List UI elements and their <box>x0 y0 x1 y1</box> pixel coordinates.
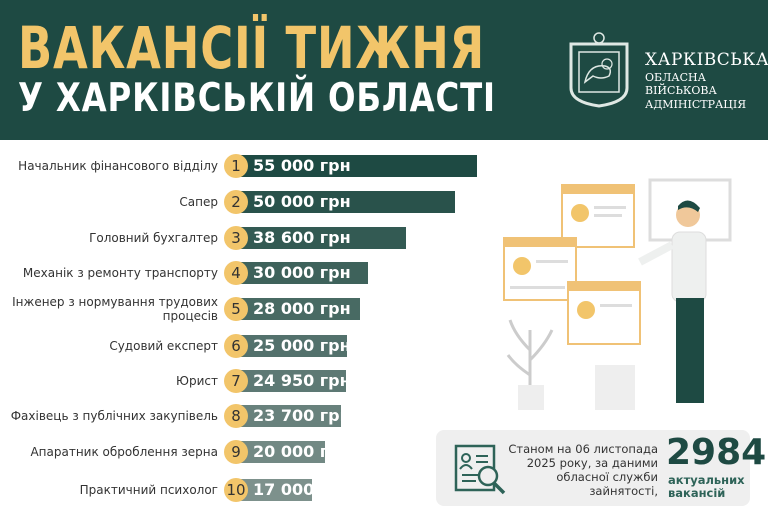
org-name: ХАРКІВСЬКА ОБЛАСНА ВІЙСЬКОВА АДМІНІСТРАЦ… <box>645 50 768 111</box>
job-title: Начальник фінансового відділу <box>18 159 218 173</box>
bar-row: Інженер з нормування трудових процесів 5… <box>0 295 480 323</box>
rank-badge: 4 <box>224 261 248 285</box>
rank-badge: 8 <box>224 404 248 428</box>
vacancy-count: 2984 <box>666 432 767 473</box>
salary-label: 50 000 грн <box>253 192 351 211</box>
job-title: Інженер з нормування трудових процесів <box>12 295 218 323</box>
page-subtitle: У ХАРКІВСЬКІЙ ОБЛАСТІ <box>18 76 496 121</box>
recruiter-illustration <box>503 178 732 410</box>
salary-label: 17 000 грн <box>253 480 351 499</box>
salary-bar <box>238 441 325 463</box>
salary-label: 23 700 грн <box>253 406 351 425</box>
candidate-card-icon <box>561 184 635 248</box>
rank-badge: 7 <box>224 369 248 393</box>
salary-bar <box>238 370 347 392</box>
rank-badge: 5 <box>224 297 248 321</box>
salary-label: 28 000 грн <box>253 299 351 318</box>
bar-row: Головний бухгалтер 3 38 600 грн <box>0 226 480 250</box>
bar-row: Начальник фінансового відділу 1 55 000 г… <box>0 154 480 178</box>
bar-row: Судовий експерт 6 25 000 грн <box>0 334 480 358</box>
job-title: Механік з ремонту транспорту <box>22 266 218 280</box>
info-text: Станом на 06 листопада 2025 року, за дан… <box>508 442 658 498</box>
salary-bar <box>238 335 347 357</box>
salary-bar <box>238 191 456 213</box>
org-name-line1: ХАРКІВСЬКА <box>645 50 768 70</box>
org-name-line2: ОБЛАСНА ВІЙСЬКОВА <box>645 71 717 97</box>
summary-box: Станом на 06 листопада 2025 року, за дан… <box>436 430 766 506</box>
rank-badge: 1 <box>224 154 248 178</box>
salary-bar <box>238 227 406 249</box>
salary-bar <box>238 298 360 320</box>
bar-row: Апаратник оброблення зерна 9 20 000 грн <box>0 440 480 464</box>
job-title: Апаратник оброблення зерна <box>30 445 218 459</box>
coat-of-arms-logo <box>569 32 629 108</box>
candidate-card-icon <box>503 237 577 301</box>
job-title: Сапер <box>179 195 218 209</box>
job-title: Практичний психолог <box>79 483 218 497</box>
salary-bar <box>238 155 477 177</box>
salary-label: 24 950 грн <box>253 371 351 390</box>
bar-row: Механік з ремонту транспорту 4 30 000 гр… <box>0 261 480 285</box>
job-title: Судовий експерт <box>109 339 218 353</box>
salary-bar <box>238 262 369 284</box>
bar-row: Фахівець з публічних закупівель 8 23 700… <box>0 404 480 428</box>
bar-row: Сапер 2 50 000 грн <box>0 190 480 214</box>
bar-row: Юрист 7 24 950 грн <box>0 369 480 393</box>
salary-bar-chart: Начальник фінансового відділу 1 55 000 г… <box>0 150 480 520</box>
rank-badge: 3 <box>224 226 248 250</box>
page-title: ВАКАНСІЇ ТИЖНЯ <box>18 14 486 82</box>
resume-search-icon <box>454 444 506 495</box>
salary-bar <box>238 479 312 501</box>
header: ВАКАНСІЇ ТИЖНЯ У ХАРКІВСЬКІЙ ОБЛАСТІ ХАР… <box>0 0 768 140</box>
job-title: Фахівець з публічних закупівель <box>10 409 218 423</box>
rank-badge: 10 <box>224 478 248 502</box>
job-title: Юрист <box>176 374 218 388</box>
vacancy-count-label: актуальних вакансій <box>668 473 745 500</box>
salary-bar <box>238 405 341 427</box>
salary-label: 25 000 грн <box>253 336 351 355</box>
job-title: Головний бухгалтер <box>89 231 218 245</box>
org-name-line3: АДМІНІСТРАЦІЯ <box>645 98 747 111</box>
salary-label: 30 000 грн <box>253 263 351 282</box>
salary-label: 55 000 грн <box>253 156 351 175</box>
bar-row: Практичний психолог 10 17 000 грн <box>0 478 480 502</box>
candidate-card-icon <box>567 281 641 345</box>
rank-badge: 6 <box>224 334 248 358</box>
rank-badge: 9 <box>224 440 248 464</box>
rank-badge: 2 <box>224 190 248 214</box>
salary-label: 20 000 грн <box>253 442 351 461</box>
salary-label: 38 600 грн <box>253 228 351 247</box>
